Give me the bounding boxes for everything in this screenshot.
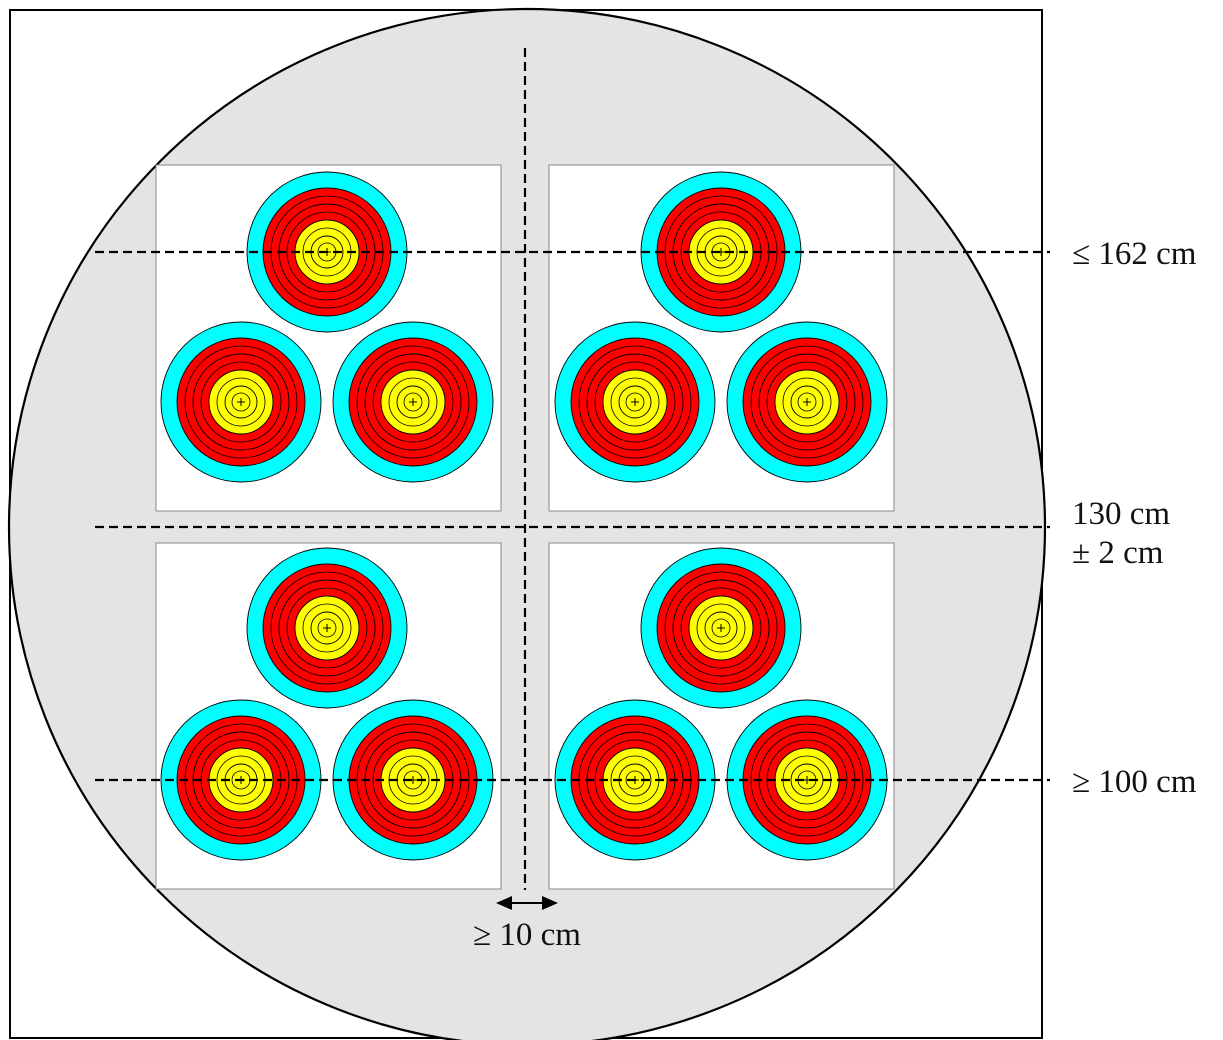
scoring-line [797, 392, 817, 412]
scoring-line [356, 345, 470, 459]
arrowhead-right-icon [542, 896, 558, 910]
reference-lines [95, 48, 1050, 890]
center-cross-icon [237, 398, 245, 406]
target-face [640, 547, 802, 709]
center-cross-icon [631, 398, 639, 406]
scoring-line [270, 571, 384, 685]
scoring-line [680, 587, 762, 669]
gap-arrow [496, 896, 558, 910]
scoring-line [594, 361, 676, 443]
scoring-line [782, 377, 832, 427]
scoring-line [750, 345, 864, 459]
bottom-height-label: ≥ 100 cm [1072, 764, 1197, 800]
scoring-line [231, 392, 251, 412]
center-cross-icon [409, 398, 417, 406]
scoring-line [356, 723, 470, 837]
scoring-line [625, 392, 645, 412]
scoring-line [302, 603, 352, 653]
scoring-line [286, 587, 368, 669]
scoring-line [317, 618, 337, 638]
center-cross-icon [323, 624, 331, 632]
target-face [726, 699, 888, 861]
target-face [640, 171, 802, 333]
target-face [554, 321, 716, 483]
scoring-line [403, 392, 423, 412]
target-face [726, 321, 888, 483]
scoring-line [711, 618, 731, 638]
arrowhead-left-icon [496, 896, 512, 910]
scoring-line [750, 723, 864, 837]
target-face [160, 321, 322, 483]
target-face [246, 547, 408, 709]
scoring-line [664, 195, 778, 309]
center-height-label-line2: ± 2 cm [1072, 535, 1164, 571]
scoring-line [610, 377, 660, 427]
center-height-label-line1: 130 cm [1072, 496, 1170, 532]
center-cross-icon [717, 624, 725, 632]
target-face [332, 699, 494, 861]
scoring-line [200, 361, 282, 443]
target-face [332, 321, 494, 483]
scoring-line [388, 377, 438, 427]
scoring-line [696, 603, 746, 653]
gap-label: ≥ 10 cm [473, 917, 581, 953]
center-cross-icon [803, 398, 811, 406]
scoring-line [372, 361, 454, 443]
scoring-line [184, 345, 298, 459]
scoring-line [766, 361, 848, 443]
scoring-line [664, 571, 778, 685]
scoring-line [216, 377, 266, 427]
top-height-label: ≤ 162 cm [1072, 236, 1197, 272]
scoring-line [578, 345, 692, 459]
